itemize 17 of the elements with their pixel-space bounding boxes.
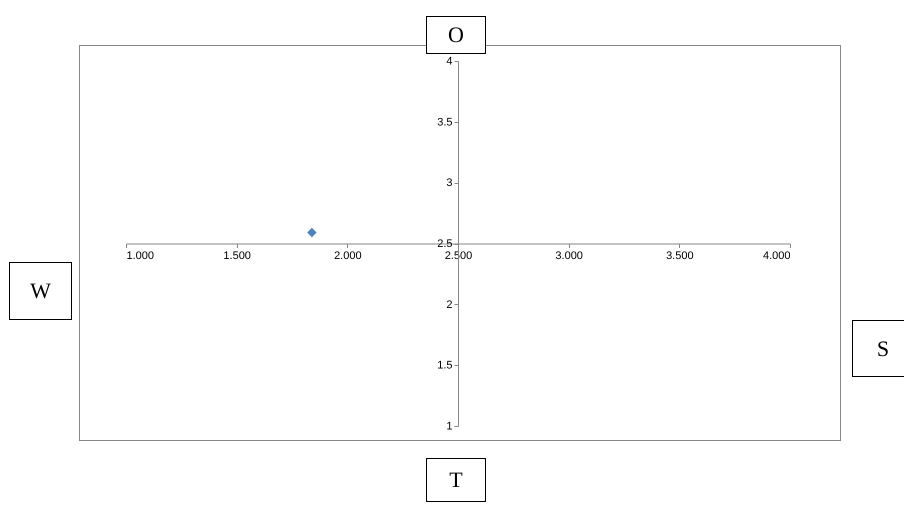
label-box: S	[852, 320, 904, 377]
y-tick-label: 3	[446, 177, 452, 190]
x-tick-label: 1.500	[223, 250, 251, 262]
x-tick-label: 2.000	[334, 250, 362, 262]
y-tick-label: 2.5	[437, 238, 452, 250]
x-tick-label: 3.500	[666, 250, 694, 262]
y-tick-label: 1	[446, 420, 452, 432]
x-tick-label: 3.000	[555, 250, 583, 262]
x-tick-label: 4.000	[762, 250, 790, 262]
y-tick-label: 2	[446, 298, 452, 311]
label-box: O	[426, 16, 486, 54]
label-box: W	[9, 262, 72, 320]
y-tick-label: 1.5	[437, 360, 452, 372]
x-tick-label: 1.000	[126, 250, 154, 262]
y-tick-label: 3.5	[437, 116, 452, 128]
y-tick-label: 4	[446, 56, 452, 68]
label-box: T	[426, 458, 486, 502]
